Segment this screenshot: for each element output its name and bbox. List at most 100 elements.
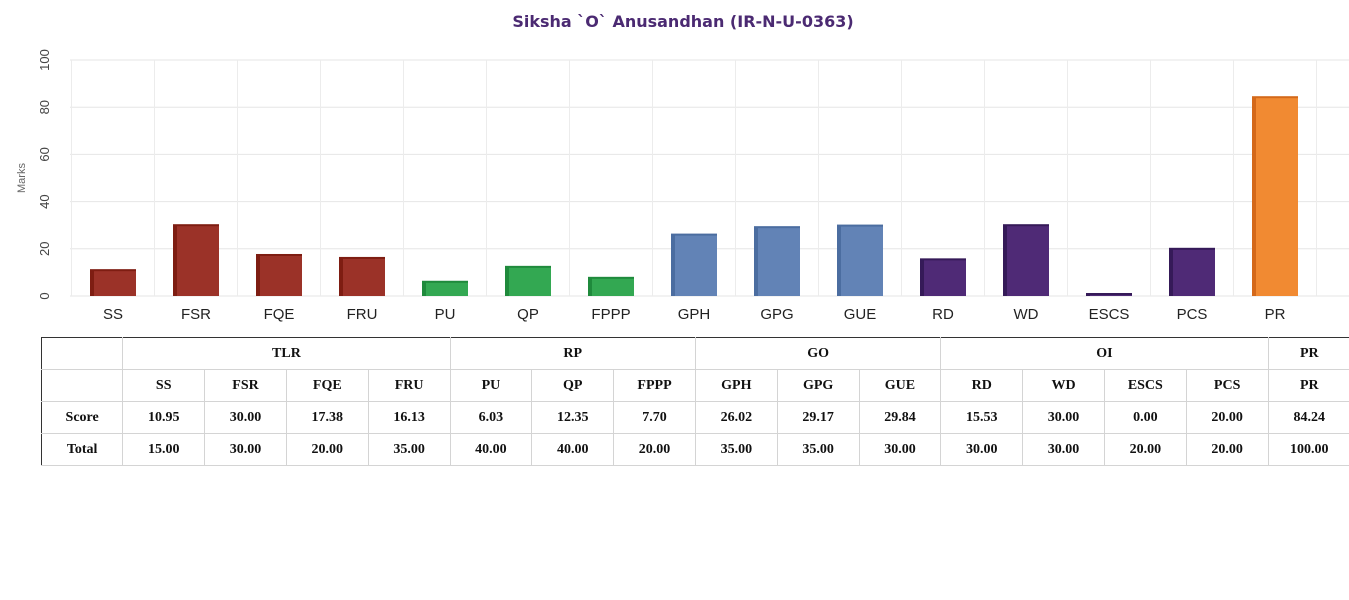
column-header-wd: WD	[1022, 369, 1105, 402]
x-tick-label: FSR	[181, 306, 211, 323]
table-cell: 15.00	[122, 433, 206, 466]
bar-top	[505, 265, 551, 268]
bar-top	[837, 224, 883, 227]
group-header-tlr: TLR	[122, 337, 451, 370]
column-header-fru: FRU	[367, 369, 451, 402]
bars-layer	[90, 96, 1298, 296]
y-tick-label: 60	[37, 147, 52, 161]
table-cell: 12.35	[531, 401, 615, 434]
table-cell: 10.95	[122, 401, 206, 434]
bar-side	[920, 259, 924, 296]
group-header-rp: RP	[449, 337, 696, 370]
bar-face	[1256, 97, 1298, 296]
bar-side	[837, 225, 841, 296]
bar-rd	[920, 258, 966, 296]
table-group-header-row: TLR RP GO OI PR	[40, 337, 1349, 370]
bar-side	[505, 266, 509, 296]
table-cell: 15.53	[940, 401, 1024, 434]
bar-wd	[1003, 224, 1049, 296]
bar-face	[260, 254, 302, 296]
x-tick-label: SS	[103, 306, 123, 323]
y-tick-label: 20	[37, 242, 52, 256]
y-tick-label: 100	[37, 49, 52, 71]
table-cell: 35.00	[776, 433, 860, 466]
column-header-escs: ESCS	[1103, 369, 1187, 402]
bar-face	[1173, 248, 1215, 296]
x-tick-label: PCS	[1177, 306, 1208, 323]
bar-side	[1252, 97, 1256, 296]
x-tick-label: PR	[1265, 306, 1286, 323]
bar-face	[841, 225, 883, 296]
bar-gue	[837, 224, 883, 296]
table-cell: 26.02	[694, 401, 778, 434]
column-header-fqe: FQE	[285, 369, 369, 402]
bar-side	[256, 254, 260, 296]
table-cell: 30.00	[940, 433, 1024, 466]
column-header-pu: PU	[449, 369, 533, 402]
bar-top	[256, 253, 302, 256]
bar-gph	[671, 233, 717, 296]
table-cell: 30.00	[1022, 433, 1105, 466]
bar-face	[426, 281, 468, 296]
bar-fppp	[588, 276, 634, 296]
x-tick-label: GPG	[760, 306, 793, 323]
column-header-fsr: FSR	[204, 369, 287, 402]
table-cell: 20.00	[1185, 433, 1269, 466]
row-label-score: Score	[40, 401, 124, 434]
labels-layer: 0 20 40 60 80 100 SS FSR FQE FRU PU QP FPPP GPH GPG GUE…	[37, 49, 1286, 323]
table-row: Total 15.00 30.00 20.00 35.00 40.00 40.00 20.00…	[40, 433, 1349, 466]
column-header-pr: PR	[1267, 369, 1349, 402]
column-header-gue: GUE	[858, 369, 942, 402]
y-tick-label: 40	[37, 194, 52, 208]
table-cell: 30.00	[204, 401, 287, 434]
group-header-pr: PR	[1267, 337, 1349, 370]
table-cell: 16.13	[367, 401, 451, 434]
table-cell: 0.00	[1103, 401, 1187, 434]
bar-fqe	[256, 253, 302, 296]
bar-side	[339, 257, 343, 296]
table-cell: 29.84	[858, 401, 942, 434]
score-table: TLR RP GO OI PR SS FSR FQE FRU PU QP FPPP GPH GPG GUE R…	[40, 337, 1349, 466]
bar-face	[924, 259, 966, 296]
table-cell: 30.00	[204, 433, 287, 466]
table-cell: 20.00	[613, 433, 696, 466]
table-corner-cell	[40, 369, 124, 402]
y-tick-label: 80	[37, 100, 52, 114]
x-tick-label: FQE	[264, 306, 295, 323]
bar-top	[671, 233, 717, 236]
table-cell: 84.24	[1267, 401, 1349, 434]
bar-face	[758, 227, 800, 296]
table-cell: 20.00	[285, 433, 369, 466]
table-cell: 35.00	[367, 433, 451, 466]
table-cell: 100.00	[1267, 433, 1349, 466]
x-tick-label: WD	[1014, 306, 1039, 323]
column-header-rd: RD	[940, 369, 1024, 402]
column-header-pcs: PCS	[1185, 369, 1269, 402]
bar-pu	[422, 280, 468, 296]
bar-top	[173, 224, 219, 227]
x-tick-label: RD	[932, 306, 954, 323]
table-cell: 40.00	[531, 433, 615, 466]
chart-title: Siksha `O` Anusandhan (IR-N-U-0363)	[512, 12, 854, 31]
table-cell: 6.03	[449, 401, 533, 434]
bar-top	[90, 269, 136, 272]
bar-side	[1003, 225, 1007, 296]
column-header-fppp: FPPP	[613, 369, 696, 402]
x-tick-label: FPPP	[591, 306, 630, 323]
table-cell: 35.00	[694, 433, 778, 466]
x-tick-label: GUE	[844, 306, 877, 323]
table-cell: 20.00	[1103, 433, 1187, 466]
bar-gpg	[754, 226, 800, 296]
y-axis-label: Marks	[16, 163, 28, 193]
bar-top	[339, 256, 385, 259]
bar-top	[588, 276, 634, 279]
bar-top	[1169, 247, 1215, 250]
table-cell: 20.00	[1185, 401, 1269, 434]
bar-side	[671, 234, 675, 296]
bar-top	[1252, 96, 1298, 99]
x-tick-label: PU	[435, 306, 456, 323]
bar-side	[1169, 248, 1173, 296]
table-cell: 17.38	[285, 401, 369, 434]
bar-face	[343, 257, 385, 296]
bar-pr	[1252, 96, 1298, 296]
